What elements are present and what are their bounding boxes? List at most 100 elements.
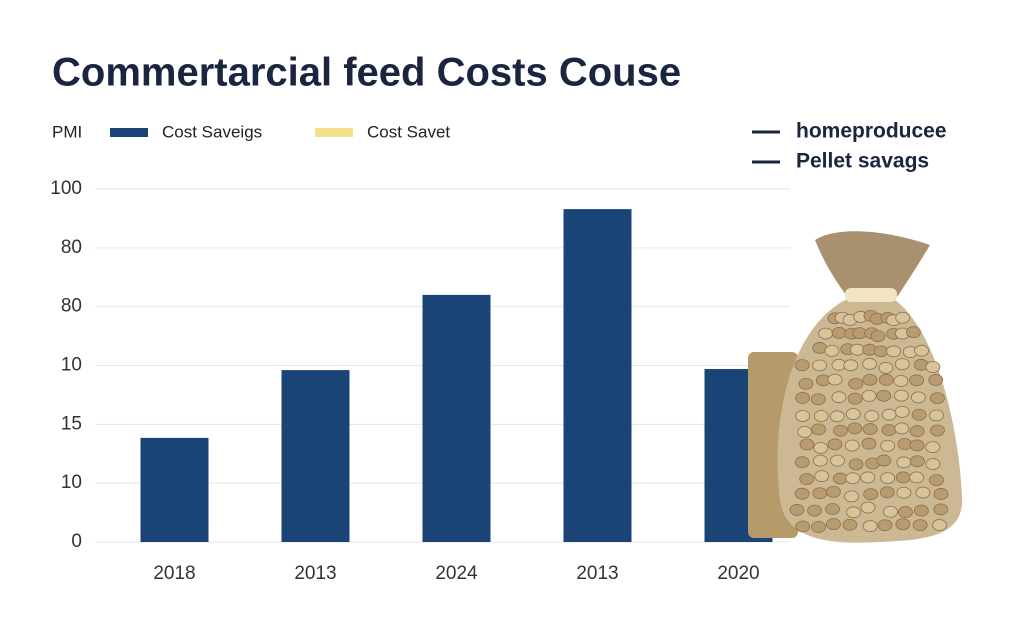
pellet bbox=[912, 519, 928, 532]
pellet bbox=[830, 454, 845, 467]
pellet bbox=[929, 409, 944, 422]
pellet bbox=[883, 505, 898, 518]
legend-swatch bbox=[315, 128, 353, 137]
pellet bbox=[910, 455, 925, 468]
pellet bbox=[876, 454, 892, 467]
pellet bbox=[911, 408, 927, 421]
pellet bbox=[897, 438, 913, 450]
pellet bbox=[832, 472, 848, 485]
pellet bbox=[812, 342, 828, 354]
pellet bbox=[909, 374, 924, 387]
bar bbox=[140, 437, 209, 542]
pellet bbox=[862, 358, 878, 370]
pellet bbox=[932, 519, 947, 531]
pellet bbox=[862, 373, 878, 386]
feed-sack-illustration bbox=[748, 231, 963, 543]
pellet bbox=[795, 520, 811, 533]
legend-label: Cost Saveigs bbox=[162, 122, 262, 141]
pellet bbox=[898, 506, 913, 518]
y-tick-label: 80 bbox=[61, 237, 82, 258]
pellet bbox=[909, 425, 925, 438]
pellet bbox=[881, 408, 897, 421]
pellet bbox=[894, 405, 910, 418]
pellet bbox=[925, 441, 941, 454]
pellet bbox=[812, 487, 828, 500]
pellet bbox=[845, 408, 861, 420]
pellet bbox=[913, 504, 929, 517]
pellet bbox=[881, 424, 897, 436]
pellet bbox=[807, 504, 822, 517]
y-tick-label: 10 bbox=[61, 355, 82, 376]
legend-label: Cost Savet bbox=[367, 122, 450, 141]
pellet bbox=[826, 518, 841, 531]
pellet bbox=[880, 439, 896, 452]
legend-swatch bbox=[110, 128, 148, 137]
pellet bbox=[846, 506, 861, 519]
pellet bbox=[799, 438, 815, 451]
pellet bbox=[844, 490, 859, 503]
pellet bbox=[825, 503, 840, 515]
pellet bbox=[831, 391, 847, 404]
pellet bbox=[811, 423, 826, 436]
pellet bbox=[894, 358, 910, 371]
pellet bbox=[843, 359, 859, 372]
bar bbox=[281, 370, 350, 542]
x-tick-label: 2018 bbox=[153, 563, 195, 584]
pellet bbox=[789, 504, 805, 516]
y-tick-label: 80 bbox=[61, 296, 82, 317]
pellet bbox=[798, 377, 814, 390]
pellet bbox=[829, 410, 845, 423]
pellet bbox=[929, 474, 944, 487]
y-tick-label: 0 bbox=[71, 531, 82, 552]
pellet bbox=[893, 375, 909, 387]
x-tick-label: 2013 bbox=[294, 563, 336, 584]
pellet bbox=[810, 393, 826, 406]
pellet bbox=[795, 391, 811, 404]
pellet bbox=[930, 424, 945, 437]
pellet bbox=[861, 437, 877, 450]
pellet bbox=[914, 344, 929, 357]
x-tick-label: 2013 bbox=[576, 563, 618, 584]
pellet bbox=[895, 311, 911, 324]
pellet bbox=[863, 488, 879, 501]
pellet bbox=[860, 471, 876, 484]
legend-label: Pellet savags bbox=[796, 150, 929, 173]
pellet bbox=[812, 454, 828, 467]
pellet bbox=[861, 389, 877, 402]
pellet bbox=[915, 486, 931, 499]
pellet bbox=[925, 361, 941, 373]
pellet bbox=[928, 374, 944, 386]
pellet bbox=[794, 359, 810, 372]
pellet bbox=[811, 521, 826, 533]
pellet bbox=[827, 438, 843, 451]
pellet bbox=[794, 456, 810, 469]
y-tick-label: 10 bbox=[61, 472, 82, 493]
y-tick-label: 15 bbox=[61, 413, 82, 434]
x-tick-label: 2024 bbox=[435, 563, 478, 584]
pellet bbox=[847, 392, 863, 405]
pellet bbox=[933, 503, 949, 516]
pellet bbox=[873, 345, 889, 358]
pellet bbox=[896, 486, 912, 499]
pellet bbox=[896, 456, 912, 469]
pellet bbox=[824, 345, 840, 357]
pellet bbox=[827, 373, 843, 386]
chart-title: Commertarcial feed Costs Couse bbox=[52, 51, 681, 95]
pellet bbox=[799, 473, 815, 485]
pellet bbox=[878, 373, 894, 386]
pellet bbox=[933, 488, 949, 500]
pellet bbox=[845, 472, 861, 485]
pellet bbox=[893, 389, 909, 402]
pellet bbox=[906, 326, 921, 339]
pellet bbox=[886, 345, 902, 358]
legend-label: homeproducee bbox=[796, 120, 947, 143]
pellet bbox=[847, 422, 863, 435]
pellet bbox=[848, 377, 864, 390]
pellet bbox=[877, 519, 893, 532]
pellet bbox=[797, 426, 813, 438]
pellet bbox=[813, 442, 829, 454]
pellet bbox=[860, 501, 876, 514]
bar bbox=[563, 209, 632, 542]
pellet bbox=[876, 389, 892, 402]
